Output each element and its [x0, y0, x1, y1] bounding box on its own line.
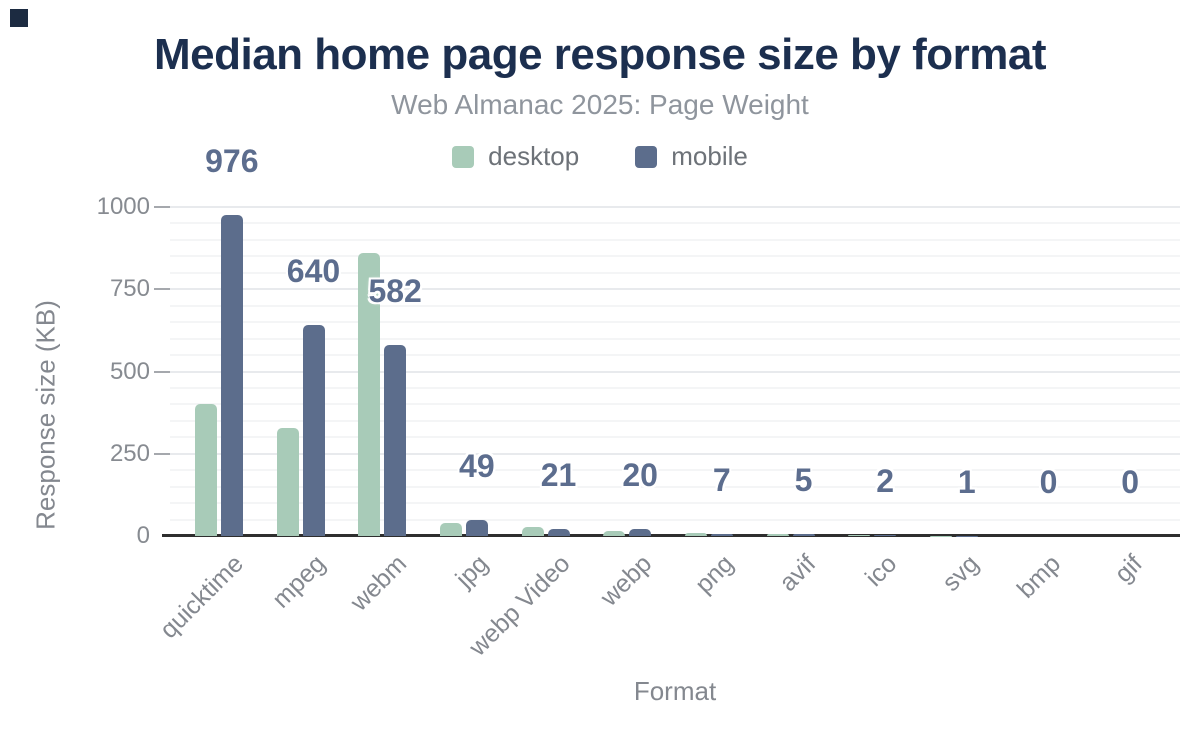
y-tick-1000 — [154, 206, 170, 208]
chart-title: Median home page response size by format — [153, 30, 1047, 79]
bar-mobile-webp[interactable] — [629, 529, 652, 536]
gridline-150 — [170, 485, 1180, 488]
value-label-webm: 582 — [368, 272, 422, 309]
gridline-550 — [170, 354, 1180, 357]
desktop-swatch-icon — [452, 145, 475, 168]
y-tick-250 — [154, 452, 170, 455]
legend-item-mobile[interactable]: mobile — [635, 141, 748, 172]
gridline-700 — [170, 304, 1180, 307]
gridline-750 — [170, 288, 1180, 291]
gridline-100 — [170, 502, 1180, 505]
value-label-png: 7 — [712, 461, 731, 498]
category-label-png: png — [689, 549, 740, 599]
gridline-650 — [170, 321, 1180, 324]
y-tick-label-750: 750 — [109, 275, 150, 303]
legend-label-mobile: mobile — [671, 141, 748, 171]
category-label-bmp: bmp — [1011, 549, 1066, 604]
legend-item-desktop[interactable]: desktop — [452, 141, 579, 172]
y-tick-750 — [154, 288, 170, 291]
category-label-webm: webm — [345, 549, 413, 617]
value-label-jpg: 49 — [459, 447, 495, 484]
gridline-300 — [170, 436, 1180, 439]
gridline-450 — [170, 386, 1180, 389]
value-label-quicktime: 976 — [205, 142, 259, 179]
bar-mobile-avif[interactable] — [792, 534, 815, 536]
gridline-800 — [170, 271, 1180, 274]
bar-desktop-quicktime[interactable] — [194, 404, 217, 536]
value-label-mpeg: 640 — [286, 253, 341, 290]
category-label-jpg: jpg — [450, 549, 495, 593]
value-label-gif: 0 — [1121, 464, 1140, 500]
gridline-950 — [170, 222, 1180, 225]
x-axis-title: Format — [633, 676, 717, 706]
gridline-1000 — [170, 206, 1180, 208]
bar-mobile-ico[interactable] — [874, 535, 897, 536]
y-tick-label-250: 250 — [109, 439, 150, 467]
gridline-350 — [170, 419, 1180, 422]
gridline-600 — [170, 337, 1180, 340]
chart-subtitle: Web Almanac 2025: Page Weight — [391, 89, 809, 120]
bar-mobile-webm[interactable] — [384, 344, 407, 536]
mobile-swatch-icon — [635, 145, 658, 168]
gridline-900 — [170, 238, 1180, 241]
y-tick-label-0: 0 — [136, 522, 150, 549]
gridline-850 — [170, 255, 1180, 258]
gridline-200 — [170, 469, 1180, 472]
legend: desktop mobile — [0, 141, 1200, 172]
category-label-avif: avif — [773, 549, 821, 597]
category-label-webp: webp — [595, 549, 658, 612]
x-axis-baseline — [162, 534, 1180, 537]
bar-desktop-ico[interactable] — [848, 535, 871, 536]
value-label-svg: 1 — [957, 463, 976, 500]
bar-desktop-webm[interactable] — [358, 253, 381, 536]
bar-mobile-webp-Video[interactable] — [547, 529, 570, 536]
value-label-bmp: 0 — [1039, 464, 1058, 500]
value-label-avif: 5 — [794, 462, 813, 499]
bar-mobile-jpg[interactable] — [465, 519, 488, 536]
bar-desktop-png[interactable] — [684, 533, 707, 536]
value-label-ico: 2 — [876, 463, 895, 500]
corner-mark-icon — [10, 9, 28, 27]
value-label-webp: 20 — [622, 457, 658, 494]
y-tick-500 — [154, 370, 170, 373]
gridline-500 — [170, 370, 1180, 373]
bar-desktop-jpg[interactable] — [439, 522, 462, 536]
bar-desktop-avif[interactable] — [766, 533, 789, 536]
bar-desktop-webp-Video[interactable] — [521, 527, 544, 536]
gridline-50 — [170, 518, 1180, 521]
category-label-ico: ico — [860, 549, 903, 592]
legend-label-desktop: desktop — [488, 141, 580, 171]
bar-desktop-webp[interactable] — [603, 530, 626, 536]
value-label-webp-Video: 21 — [540, 457, 577, 494]
bar-mobile-mpeg[interactable] — [302, 325, 325, 536]
bar-mobile-png[interactable] — [710, 533, 733, 536]
category-label-gif: gif — [1109, 549, 1148, 589]
y-tick-label-1000: 1000 — [96, 193, 150, 220]
bar-mobile-quicktime[interactable] — [220, 214, 243, 536]
gridline-400 — [170, 403, 1180, 406]
category-label-quicktime: quicktime — [154, 549, 250, 645]
bar-desktop-mpeg[interactable] — [276, 428, 299, 536]
y-tick-label-500: 500 — [109, 357, 150, 385]
category-label-mpeg: mpeg — [266, 549, 331, 614]
y-axis-title: Response size (KB) — [30, 300, 61, 530]
gridline-250 — [170, 452, 1180, 455]
category-label-svg: svg — [936, 549, 985, 597]
